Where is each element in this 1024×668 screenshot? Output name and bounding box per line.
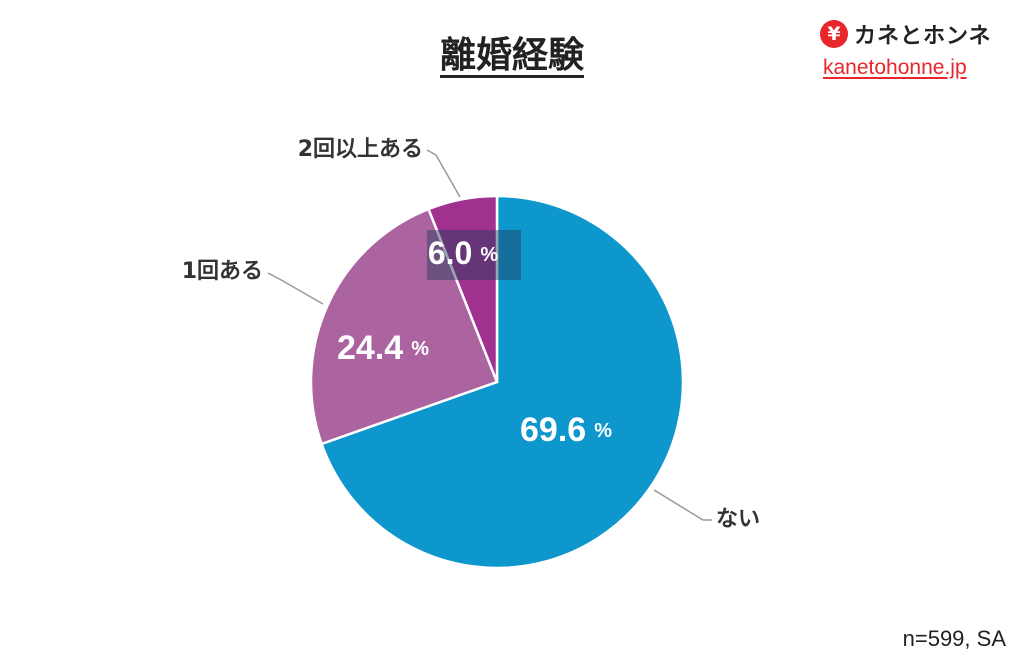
chart-title: 離婚経験 (439, 35, 584, 76)
leader-line-nikai (426, 149, 461, 198)
leader-line-nai (653, 489, 712, 521)
brand-url-link[interactable]: kanetohonne.jp (823, 56, 967, 79)
value-label-box-nikai (427, 230, 521, 280)
brand-name: カネとホンネ (854, 24, 992, 49)
leader-line-ikkai (267, 272, 324, 305)
value-label-nai: 69.6% (520, 411, 612, 449)
category-label-nai: ない (716, 507, 760, 532)
pie-slice-nikai (426, 194, 499, 383)
sample-note: n=599, SA (902, 626, 1006, 651)
yen-icon: ¥ (820, 20, 848, 48)
brand-logo[interactable]: ¥ カネとホンネ kanetohonne.jp (820, 18, 1010, 80)
value-label-nikai: 6.0% (428, 235, 498, 271)
category-label-ikkai: 1回ある (182, 259, 263, 284)
category-label-nikai: 2回以上ある (298, 137, 423, 162)
pie-slice-nai (320, 194, 685, 570)
value-label-ikkai: 24.4% (337, 329, 429, 367)
